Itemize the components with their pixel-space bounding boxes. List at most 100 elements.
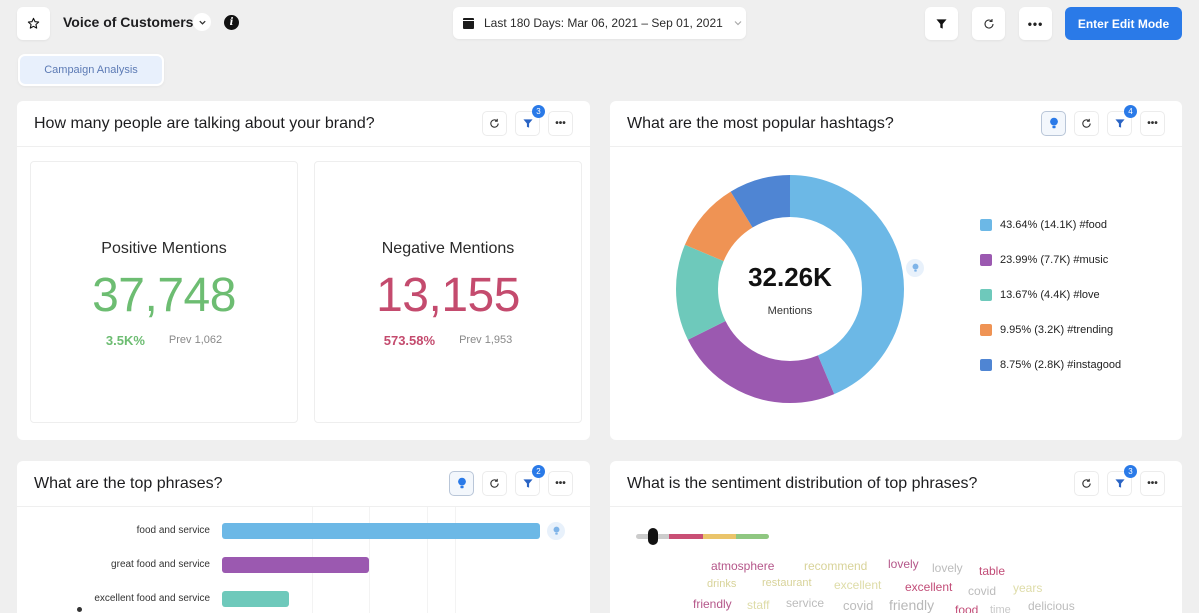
ellipsis-icon: ••• xyxy=(555,478,566,489)
widget-refresh-button[interactable] xyxy=(482,111,507,136)
cloud-word[interactable]: friendly xyxy=(693,597,732,611)
filter-icon xyxy=(522,119,533,128)
lightbulb-icon xyxy=(553,526,559,535)
bar-excellent-food-and-service[interactable] xyxy=(222,591,289,607)
chevron-down-icon xyxy=(198,20,206,25)
refresh-icon xyxy=(1082,478,1091,488)
insights-button[interactable] xyxy=(449,471,474,496)
refresh-button[interactable] xyxy=(972,7,1005,40)
slider-handle[interactable] xyxy=(648,528,658,545)
cloud-word[interactable]: lovely xyxy=(932,561,963,575)
cloud-word[interactable]: excellent xyxy=(834,578,882,592)
cloud-word[interactable]: table xyxy=(979,564,1006,578)
kpi-label: Positive Mentions xyxy=(101,240,227,257)
bar-food-and-service[interactable] xyxy=(222,523,540,539)
cloud-word[interactable]: atmosphere xyxy=(711,559,775,573)
cloud-word[interactable]: service xyxy=(786,596,825,610)
slice-love[interactable] xyxy=(676,175,904,403)
kpi-previous: Prev 1,953 xyxy=(459,334,513,346)
hashtag-donut-chart: 32.26K Mentions xyxy=(676,175,904,403)
kpi-value: 13,155 xyxy=(376,269,520,322)
cloud-word[interactable]: delicious xyxy=(1028,599,1075,613)
cloud-word[interactable]: excellent xyxy=(905,580,953,594)
kpi-label: Negative Mentions xyxy=(381,240,515,257)
date-range-picker[interactable]: Last 180 Days: Mar 06, 2021 – Sep 01, 20… xyxy=(453,7,746,39)
filter-count-badge: 4 xyxy=(1124,105,1137,118)
donut-total-label: Mentions xyxy=(767,304,813,317)
negative-mentions-kpi: Negative Mentions 13,155 573.58% Prev 1,… xyxy=(314,161,582,423)
legend-item-instagood[interactable]: 8.75% (2.8K) #instagood xyxy=(980,347,1121,382)
donut-svg xyxy=(676,175,904,403)
bar-label-wrap: food and service xyxy=(17,523,210,539)
widget-filter-button[interactable]: 3 xyxy=(515,105,545,136)
lightbulb-icon xyxy=(912,263,918,272)
legend-swatch xyxy=(980,323,992,336)
cloud-word[interactable]: lovely xyxy=(888,557,919,571)
cloud-word[interactable]: covid xyxy=(968,584,997,598)
widget-filter-button[interactable]: 3 xyxy=(1107,465,1137,496)
info-icon[interactable]: i xyxy=(224,15,239,30)
tab-campaign-analysis[interactable]: Campaign Analysis xyxy=(18,54,164,86)
legend-item-trending[interactable]: 9.95% (3.2K) #trending xyxy=(980,312,1121,347)
widget-title: What is the sentiment distribution of to… xyxy=(627,474,978,492)
widget-refresh-button[interactable] xyxy=(1074,111,1099,136)
widget-refresh-button[interactable] xyxy=(482,471,507,496)
widget-title: What are the top phrases? xyxy=(34,474,223,492)
legend-item-food[interactable]: 43.64% (14.1K) #food xyxy=(980,207,1121,242)
insights-button[interactable] xyxy=(1041,111,1066,136)
slice-instagood[interactable] xyxy=(676,175,904,403)
widget-more-button[interactable]: ••• xyxy=(548,111,573,136)
title-dropdown-button[interactable] xyxy=(193,13,211,31)
insight-hint-icon[interactable] xyxy=(547,522,565,540)
widget-refresh-button[interactable] xyxy=(1074,471,1099,496)
slider-track-positive xyxy=(736,534,769,539)
filter-count-badge: 3 xyxy=(1124,465,1137,478)
widget-more-button[interactable]: ••• xyxy=(1140,111,1165,136)
legend-label: 23.99% (7.7K) #music xyxy=(1000,253,1109,266)
legend-label: 9.95% (3.2K) #trending xyxy=(1000,323,1114,336)
dashboard-title: Voice of Customers xyxy=(63,14,194,30)
favorite-button[interactable] xyxy=(17,7,50,40)
widget-more-button[interactable]: ••• xyxy=(1140,471,1165,496)
legend-item-love[interactable]: 13.67% (4.4K) #love xyxy=(980,277,1121,312)
cloud-word[interactable]: covid xyxy=(843,598,874,613)
donut-total-value: 32.26K xyxy=(748,261,832,292)
positive-mentions-kpi: Positive Mentions 37,748 3.5K% Prev 1,06… xyxy=(30,161,298,423)
refresh-icon xyxy=(1082,118,1091,128)
gridline xyxy=(427,507,428,613)
refresh-icon xyxy=(983,18,994,29)
cloud-word[interactable]: staff xyxy=(747,598,770,612)
cloud-word[interactable]: drinks xyxy=(707,578,737,590)
insight-hint-icon[interactable] xyxy=(906,259,924,277)
filter-icon xyxy=(936,18,947,29)
calendar-icon xyxy=(463,17,474,29)
legend-swatch xyxy=(980,288,992,301)
widget-filter-button[interactable]: 4 xyxy=(1107,105,1137,136)
cloud-word[interactable]: food xyxy=(955,603,979,613)
enter-edit-mode-button[interactable]: Enter Edit Mode xyxy=(1065,7,1182,40)
bar-label-wrap: great food and service xyxy=(17,557,210,573)
axis-marker xyxy=(77,607,82,612)
cloud-word[interactable]: years xyxy=(1013,581,1043,595)
legend-item-music[interactable]: 23.99% (7.7K) #music xyxy=(980,242,1121,277)
star-icon xyxy=(27,17,40,29)
widget-filter-button[interactable]: 2 xyxy=(515,465,545,496)
widget-title: How many people are talking about your b… xyxy=(34,114,375,132)
widget-more-button[interactable]: ••• xyxy=(548,471,573,496)
bar-great-food-and-service[interactable] xyxy=(222,557,369,573)
filter-count-badge: 2 xyxy=(532,465,545,478)
top-phrases-widget: What are the top phrases? 2 ••• food and… xyxy=(17,461,590,613)
filter-button[interactable] xyxy=(925,7,958,40)
cloud-word[interactable]: recommend xyxy=(804,559,868,573)
word-cloud: atmosphere recommend lovely lovely table… xyxy=(610,553,1182,613)
more-options-button[interactable]: ••• xyxy=(1019,7,1052,40)
ellipsis-icon: ••• xyxy=(1027,16,1044,31)
widget-title: What are the most popular hashtags? xyxy=(627,114,894,132)
cloud-word[interactable]: time xyxy=(990,604,1011,613)
slice-music[interactable] xyxy=(676,175,904,403)
refresh-icon xyxy=(490,478,499,488)
ellipsis-icon: ••• xyxy=(1147,478,1158,489)
cloud-word[interactable]: friendly xyxy=(889,597,935,613)
cloud-word[interactable]: restaurant xyxy=(762,577,812,589)
bar-label-wrap: excellent food and service xyxy=(17,591,210,607)
